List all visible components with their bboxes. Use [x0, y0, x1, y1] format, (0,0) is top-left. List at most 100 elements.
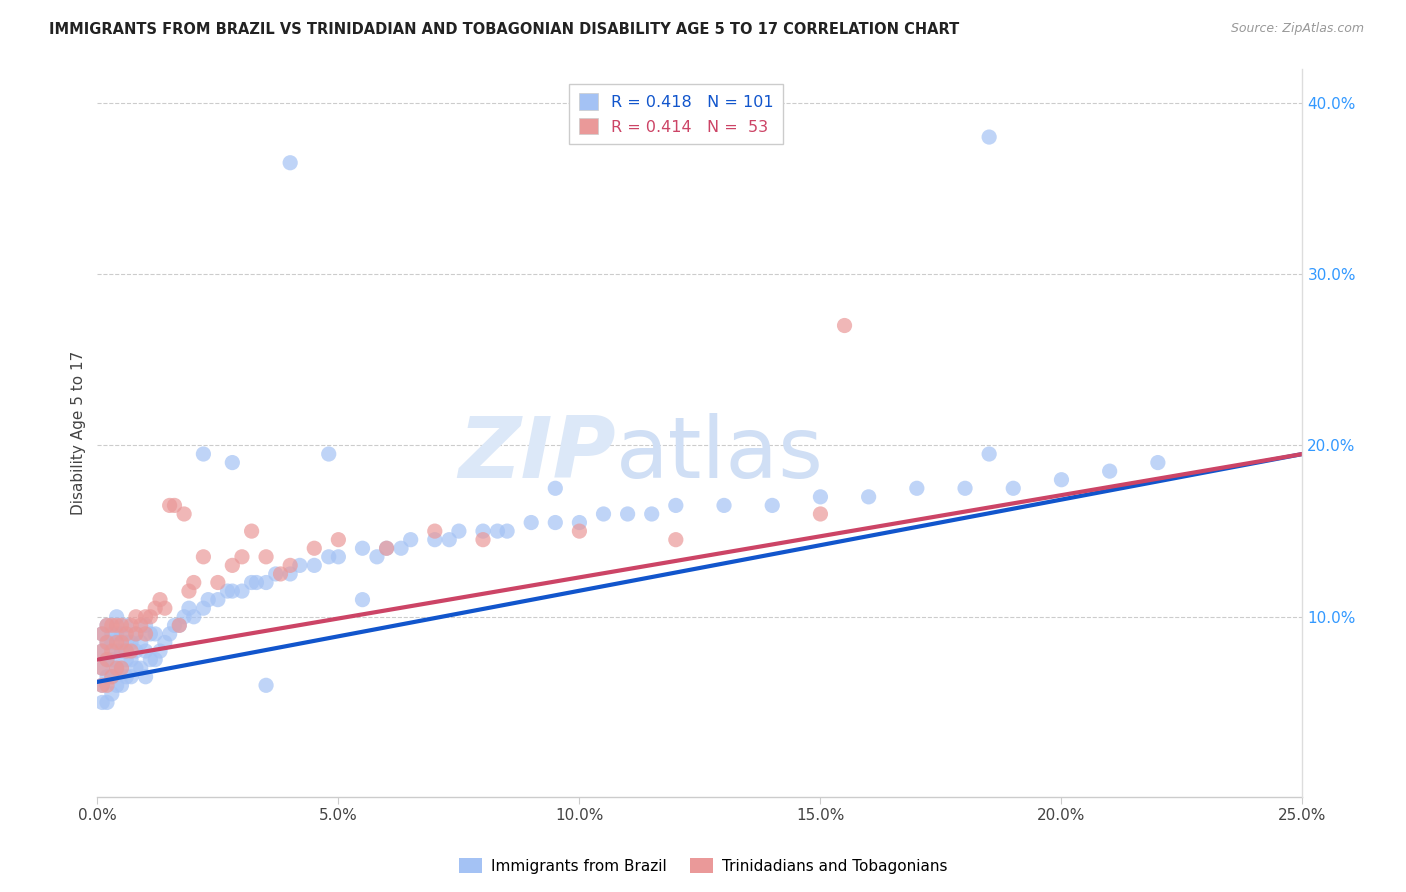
- Point: [221, 558, 243, 573]
- Point: [486, 524, 509, 538]
- Point: [143, 652, 166, 666]
- Point: [120, 635, 142, 649]
- Point: [135, 670, 157, 684]
- Point: [96, 618, 118, 632]
- Point: [91, 661, 114, 675]
- Point: [810, 507, 832, 521]
- Point: [254, 678, 277, 692]
- Point: [91, 644, 114, 658]
- Point: [129, 635, 152, 649]
- Point: [149, 644, 172, 658]
- Point: [183, 575, 205, 590]
- Point: [304, 558, 326, 573]
- Point: [193, 549, 215, 564]
- Point: [91, 661, 114, 675]
- Point: [423, 533, 446, 547]
- Point: [101, 627, 124, 641]
- Point: [105, 618, 128, 632]
- Point: [217, 584, 239, 599]
- Point: [139, 609, 162, 624]
- Point: [129, 661, 152, 675]
- Point: [110, 678, 132, 692]
- Point: [366, 549, 388, 564]
- Point: [193, 447, 215, 461]
- Point: [254, 575, 277, 590]
- Point: [115, 618, 138, 632]
- Point: [389, 541, 412, 556]
- Legend: R = 0.418   N = 101, R = 0.414   N =  53: R = 0.418 N = 101, R = 0.414 N = 53: [569, 84, 783, 145]
- Point: [135, 618, 157, 632]
- Point: [1098, 464, 1121, 478]
- Point: [568, 516, 591, 530]
- Point: [91, 678, 114, 692]
- Point: [163, 499, 186, 513]
- Point: [288, 558, 311, 573]
- Point: [96, 618, 118, 632]
- Point: [641, 507, 664, 521]
- Point: [149, 592, 172, 607]
- Point: [616, 507, 638, 521]
- Point: [177, 601, 200, 615]
- Point: [207, 575, 229, 590]
- Point: [139, 652, 162, 666]
- Point: [110, 618, 132, 632]
- Point: [953, 481, 976, 495]
- Point: [810, 490, 832, 504]
- Point: [91, 627, 114, 641]
- Point: [173, 507, 195, 521]
- Point: [120, 670, 142, 684]
- Point: [472, 524, 495, 538]
- Point: [101, 652, 124, 666]
- Point: [169, 618, 191, 632]
- Point: [115, 644, 138, 658]
- Point: [1002, 481, 1025, 495]
- Point: [472, 533, 495, 547]
- Text: Source: ZipAtlas.com: Source: ZipAtlas.com: [1230, 22, 1364, 36]
- Point: [979, 130, 1001, 145]
- Point: [183, 609, 205, 624]
- Point: [125, 627, 148, 641]
- Point: [328, 533, 350, 547]
- Point: [115, 670, 138, 684]
- Point: [135, 644, 157, 658]
- Point: [91, 644, 114, 658]
- Point: [91, 695, 114, 709]
- Point: [318, 549, 340, 564]
- Point: [91, 678, 114, 692]
- Point: [115, 635, 138, 649]
- Point: [231, 584, 253, 599]
- Point: [110, 661, 132, 675]
- Point: [375, 541, 398, 556]
- Point: [328, 549, 350, 564]
- Point: [110, 627, 132, 641]
- Point: [304, 541, 326, 556]
- Point: [139, 627, 162, 641]
- Point: [96, 652, 118, 666]
- Point: [125, 609, 148, 624]
- Point: [352, 541, 374, 556]
- Point: [207, 592, 229, 607]
- Point: [125, 644, 148, 658]
- Point: [173, 609, 195, 624]
- Point: [105, 635, 128, 649]
- Point: [163, 618, 186, 632]
- Point: [496, 524, 519, 538]
- Point: [125, 661, 148, 675]
- Point: [96, 635, 118, 649]
- Point: [177, 584, 200, 599]
- Point: [544, 481, 567, 495]
- Point: [240, 575, 263, 590]
- Point: [105, 609, 128, 624]
- Point: [125, 627, 148, 641]
- Point: [115, 627, 138, 641]
- Point: [1147, 456, 1170, 470]
- Point: [318, 447, 340, 461]
- Legend: Immigrants from Brazil, Trinidadians and Tobagonians: Immigrants from Brazil, Trinidadians and…: [453, 852, 953, 880]
- Point: [110, 635, 132, 649]
- Point: [96, 670, 118, 684]
- Point: [858, 490, 880, 504]
- Point: [761, 499, 783, 513]
- Point: [665, 533, 688, 547]
- Point: [169, 618, 191, 632]
- Point: [240, 524, 263, 538]
